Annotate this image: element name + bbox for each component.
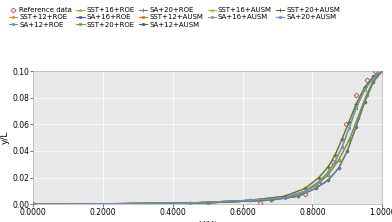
Legend: Reference data, SST+12+ROE, SA+12+ROE, SST+16+ROE, SA+16+ROE, SST+20+ROE, SA+20+: Reference data, SST+12+ROE, SA+12+ROE, S… [7,6,342,29]
Y-axis label: y/L: y/L [0,131,9,144]
X-axis label: U/Ut: U/Ut [198,220,218,222]
